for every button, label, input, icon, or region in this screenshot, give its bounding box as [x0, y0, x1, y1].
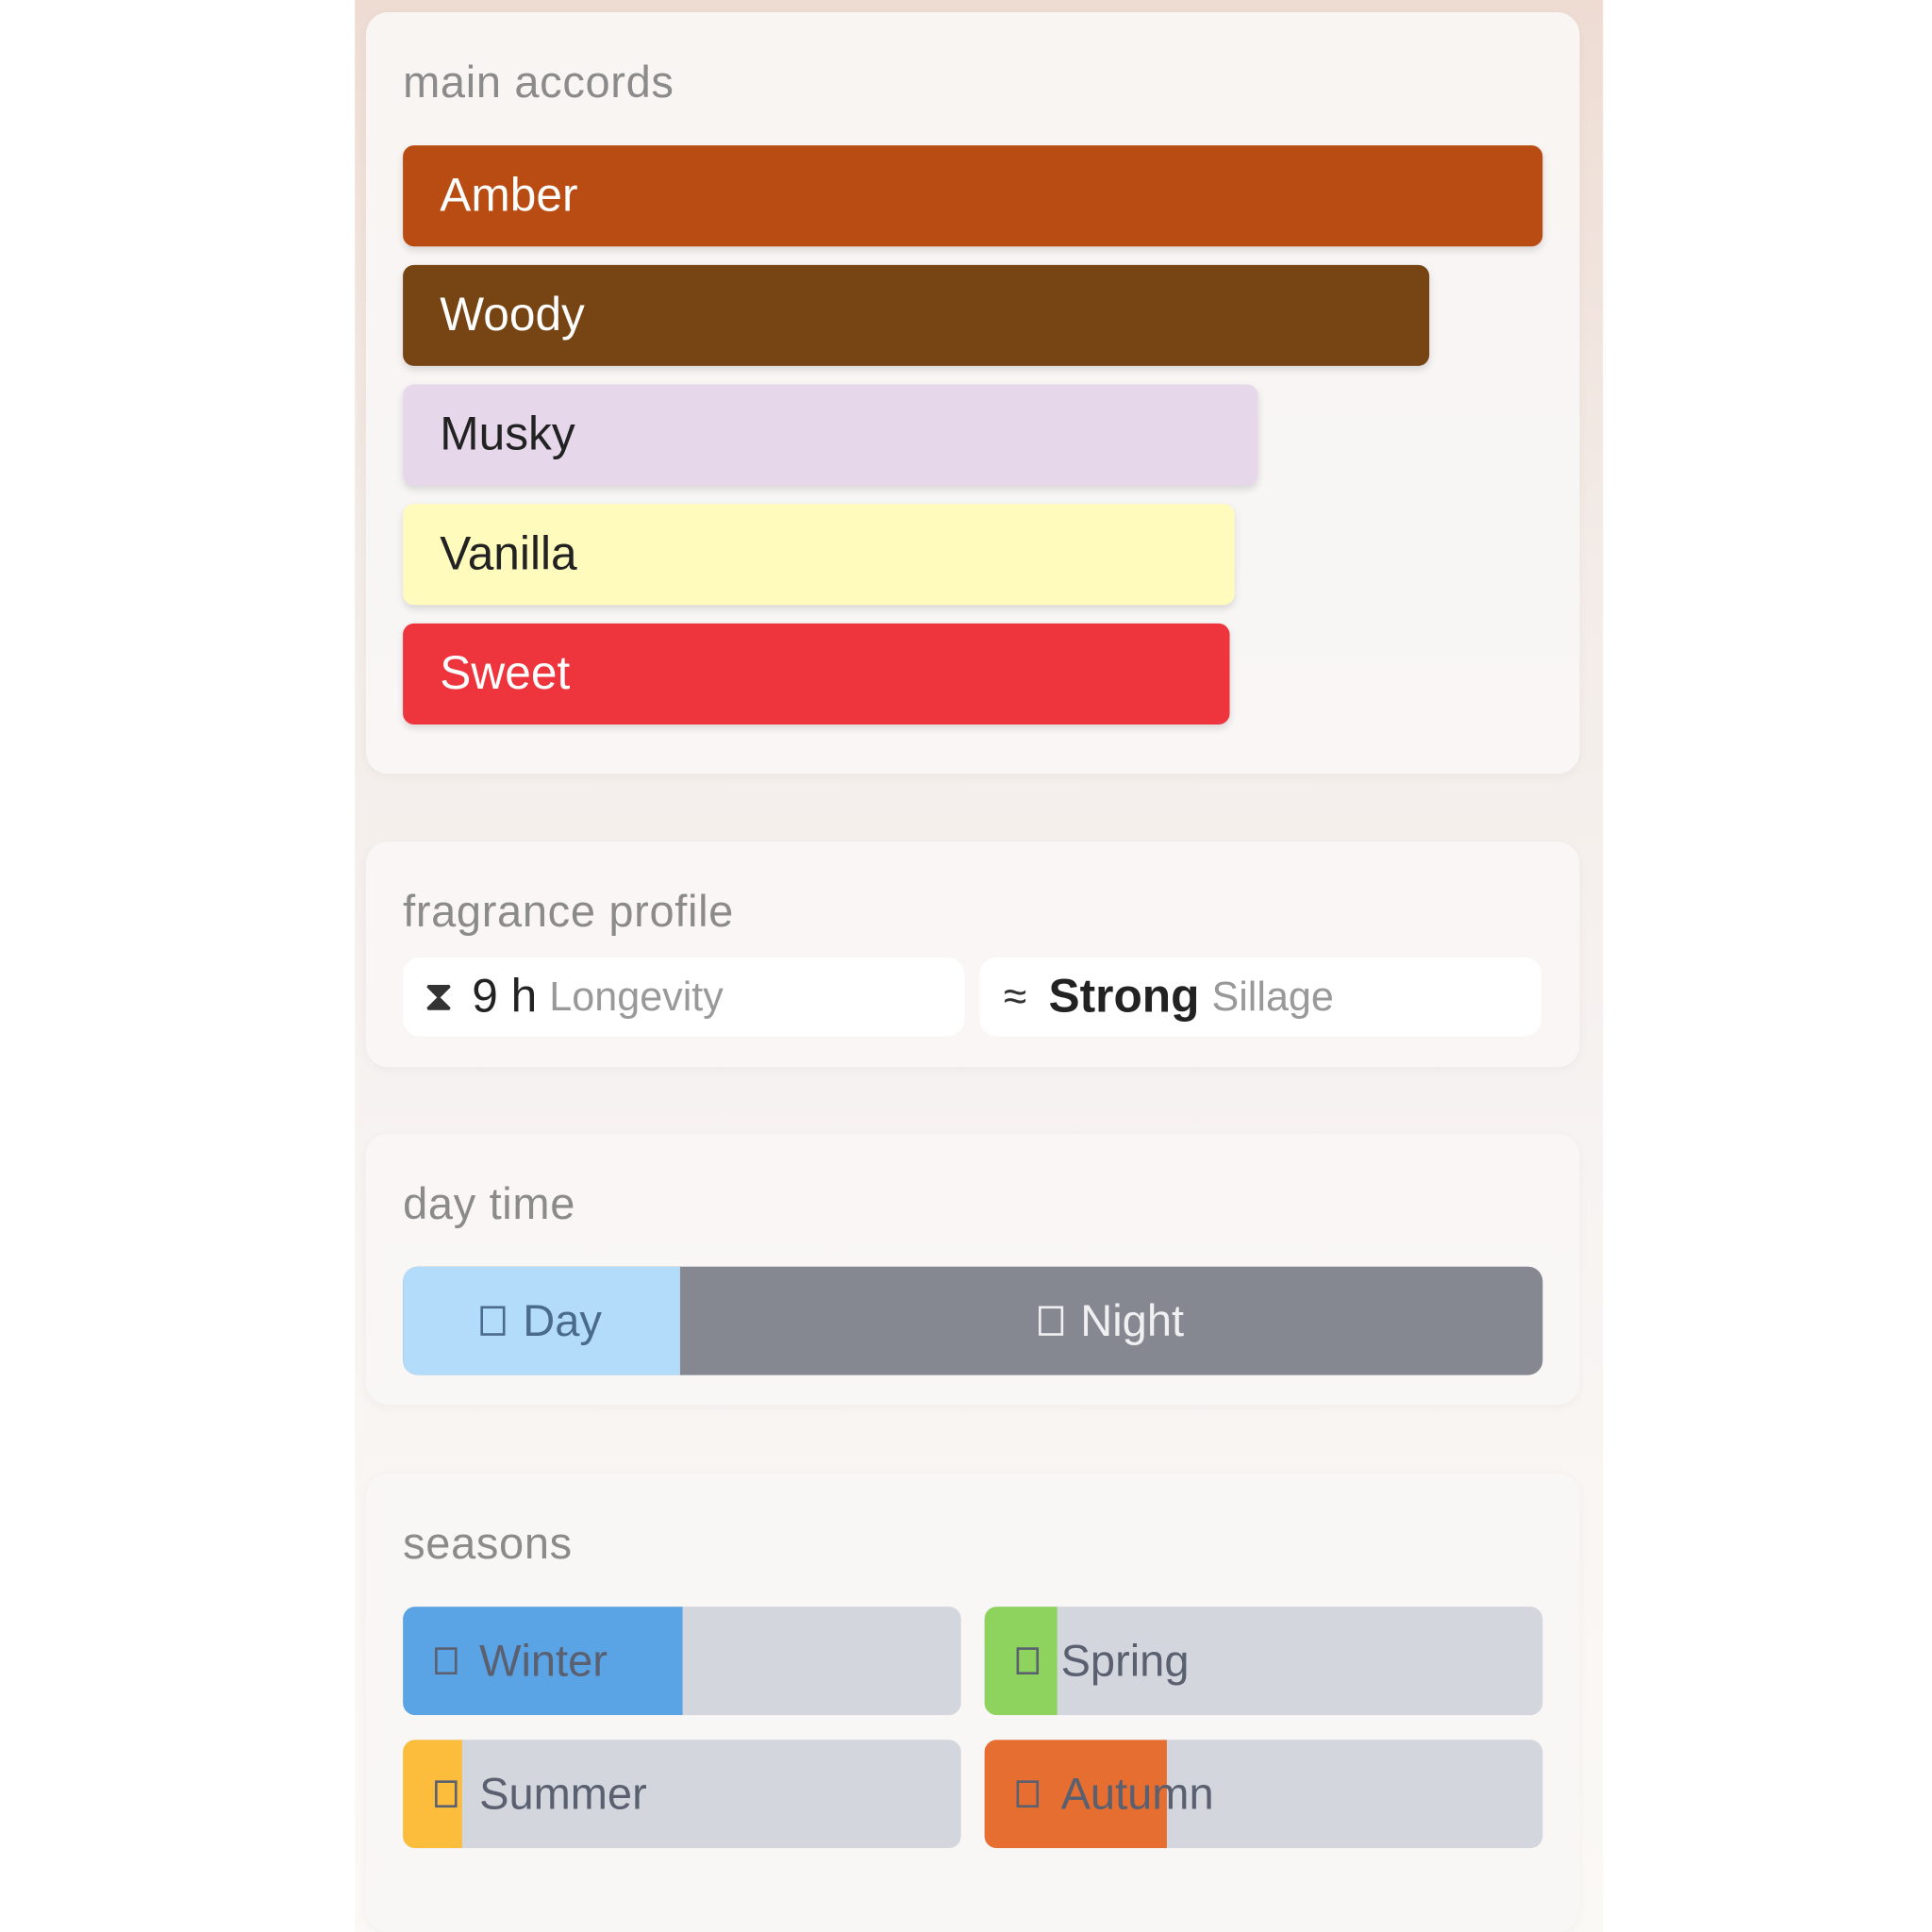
season-fill — [984, 1607, 1058, 1716]
night-icon — [1038, 1306, 1063, 1336]
day-segment: Day — [403, 1266, 680, 1375]
day-night-bar: Day Night — [403, 1266, 1543, 1375]
longevity-value: 9 h — [472, 970, 538, 1023]
season-fill — [403, 1607, 682, 1716]
night-label: Night — [1080, 1294, 1185, 1346]
accord-bar-sweet: Sweet — [403, 623, 1230, 724]
section-title: fragrance profile — [403, 886, 734, 937]
accord-bar-amber: Amber — [403, 145, 1543, 247]
longevity-label: Longevity — [549, 973, 724, 1020]
season-fill — [984, 1740, 1168, 1849]
season-bar-summer: Summer — [403, 1740, 961, 1849]
season-icon — [1016, 1647, 1040, 1675]
season-icon — [1016, 1780, 1040, 1808]
section-title: main accords — [403, 57, 675, 108]
day-icon — [480, 1306, 506, 1336]
sillage-value: Strong — [1048, 970, 1200, 1023]
accord-bar-vanilla: Vanilla — [403, 504, 1236, 606]
season-label: Winter — [479, 1635, 608, 1686]
season-fill — [403, 1740, 462, 1849]
seasons-card: seasons Winter Spring Summer Autumn — [365, 1474, 1580, 1932]
waves-icon: ≈ — [1004, 973, 1027, 1020]
season-icon — [435, 1780, 458, 1808]
accord-bar-woody: Woody — [403, 264, 1429, 366]
sillage-label: Sillage — [1211, 973, 1334, 1020]
main-accords-card: main accords Amber Woody Musky Vanilla Sweet — [365, 12, 1580, 774]
season-icon — [435, 1647, 458, 1675]
section-title: seasons — [403, 1518, 573, 1569]
hourglass-icon: ⧗ — [424, 973, 454, 1020]
night-segment: Night — [679, 1266, 1543, 1375]
season-label: Summer — [479, 1768, 647, 1819]
day-time-card: day time Day Night — [365, 1133, 1580, 1405]
section-title: day time — [403, 1177, 576, 1229]
sillage-pill: ≈ Strong Sillage — [979, 957, 1541, 1037]
season-label: Spring — [1060, 1635, 1190, 1686]
day-label: Day — [523, 1294, 602, 1346]
fragrance-profile-card: fragrance profile ⧗ 9 h Longevity ≈ Stro… — [365, 841, 1580, 1068]
longevity-pill: ⧗ 9 h Longevity — [403, 957, 965, 1037]
season-bar-winter: Winter — [403, 1607, 961, 1716]
season-bar-spring: Spring — [984, 1607, 1543, 1716]
season-bar-autumn: Autumn — [984, 1740, 1543, 1849]
accord-bar-musky: Musky — [403, 384, 1258, 486]
season-label: Autumn — [1060, 1768, 1214, 1819]
